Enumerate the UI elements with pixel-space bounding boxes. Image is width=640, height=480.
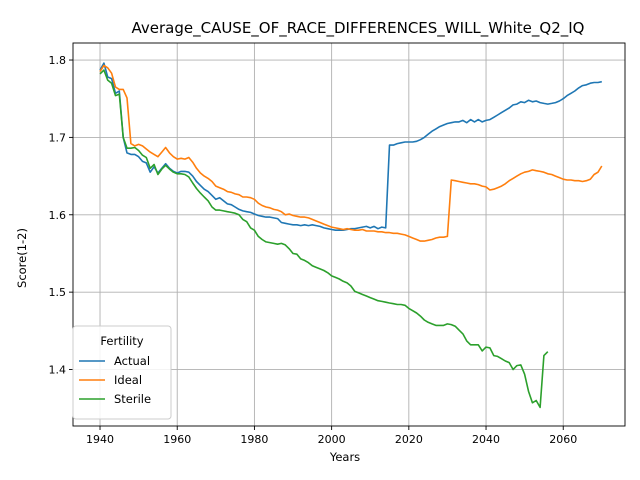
y-tick-label: 1.7 — [49, 131, 67, 144]
y-axis-ticks: 1.4 1.5 1.6 1.7 1.8 — [49, 54, 73, 377]
grid — [73, 43, 625, 426]
x-tick-label: 1960 — [163, 433, 191, 446]
x-tick-label: 1980 — [240, 433, 268, 446]
y-tick-label: 1.8 — [49, 54, 67, 67]
x-axis-ticks: 1940 1960 1980 2000 2020 2040 2060 — [86, 426, 577, 446]
plot-frame — [72, 42, 626, 427]
legend-items: Actual Ideal Sterile — [79, 354, 151, 406]
x-tick-label: 1940 — [86, 433, 114, 446]
legend-title: Fertility — [100, 334, 143, 348]
series-line-actual — [99, 62, 602, 231]
legend: Fertility Actual Ideal Sterile — [72, 325, 172, 420]
legend-label-actual: Actual — [114, 354, 150, 368]
y-tick-label: 1.4 — [49, 364, 67, 377]
legend-label-ideal: Ideal — [114, 373, 142, 387]
y-tick-label: 1.5 — [49, 286, 67, 299]
series-lines — [99, 62, 603, 409]
series-line-ideal — [99, 64, 603, 242]
legend-box — [72, 325, 172, 420]
x-tick-label: 2040 — [472, 433, 500, 446]
series-line-sterile — [99, 69, 549, 409]
x-axis-label: Years — [329, 450, 360, 464]
legend-label-sterile: Sterile — [114, 392, 151, 406]
chart-title: Average_CAUSE_OF_RACE_DIFFERENCES_WILL_W… — [132, 19, 585, 38]
y-axis-label: Score(1-2) — [15, 228, 29, 288]
x-tick-label: 2060 — [549, 433, 577, 446]
x-tick-label: 2020 — [395, 433, 423, 446]
x-tick-label: 2000 — [318, 433, 346, 446]
y-tick-label: 1.6 — [49, 209, 67, 222]
